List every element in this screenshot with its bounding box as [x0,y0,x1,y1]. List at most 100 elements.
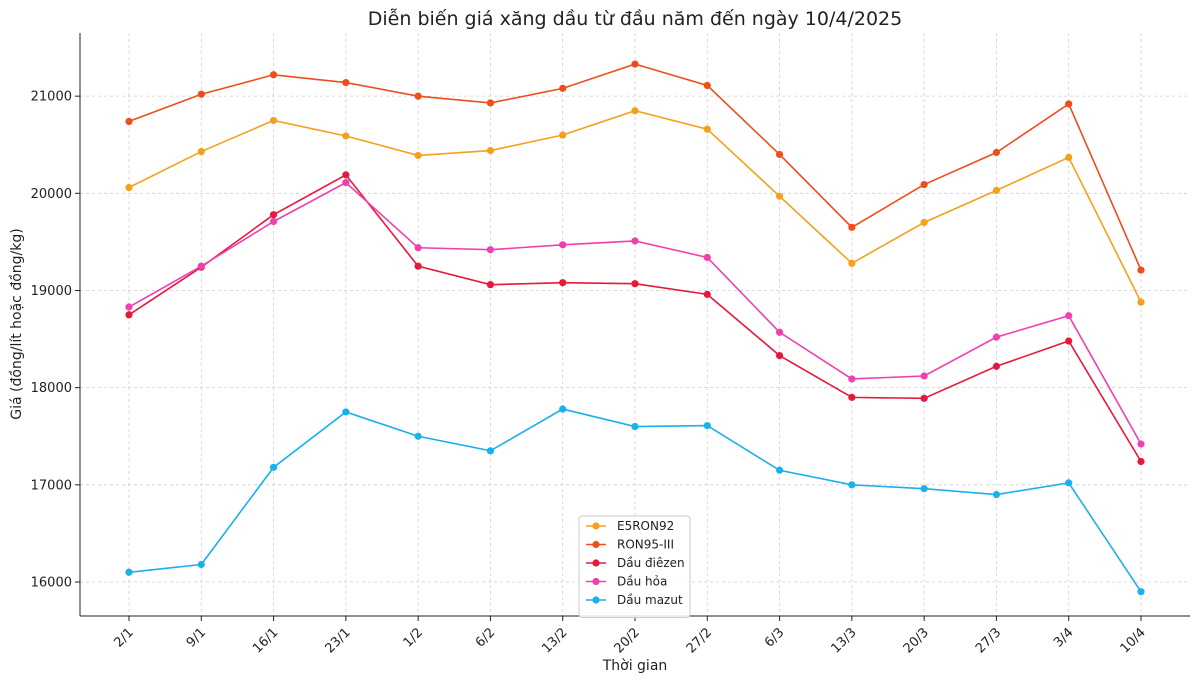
data-point [992,186,1001,195]
data-point [920,372,928,380]
x-tick-label: 6/2 [473,625,498,650]
x-tick-label: 20/3 [901,625,932,656]
data-point [269,463,278,471]
x-tick-label: 23/1 [322,625,353,656]
data-point [992,490,1001,499]
data-point [775,351,784,360]
data-point [342,78,350,87]
x-tick-label: 27/2 [684,625,715,656]
y-tick-label: 20000 [31,187,72,202]
data-point [1137,440,1145,448]
series-dau-hoa [125,179,1145,448]
legend-swatch-marker [592,540,600,549]
data-point [848,393,856,401]
data-point [848,375,856,383]
data-point [269,211,278,219]
data-point [703,253,711,262]
data-point [848,481,856,489]
data-point [414,432,422,440]
data-point [559,405,567,413]
data-point [1065,100,1073,108]
data-point [486,281,495,289]
x-tick-label: 16/1 [250,625,281,656]
data-point [1065,337,1073,345]
data-point [920,218,928,227]
data-point [414,92,422,100]
legend-label: Dầu mazut [617,593,683,607]
legend-label: E5RON92 [617,519,674,533]
data-point [342,179,350,187]
data-point [992,333,1001,341]
data-point [775,466,784,474]
x-tick-label: 13/3 [828,625,859,656]
data-point [631,422,639,431]
data-point [269,217,278,226]
data-point [486,146,495,155]
data-point [125,303,133,311]
data-point [775,328,784,336]
chart-title: Diễn biến giá xăng dầu từ đầu năm đến ng… [368,7,902,30]
series-ron95-iii [125,60,1145,274]
data-point [559,84,567,92]
data-point [703,81,711,90]
data-point [992,362,1001,370]
data-point [197,90,205,98]
data-point [848,259,856,267]
data-point [703,290,711,298]
x-tick-label: 20/2 [612,625,643,656]
data-point [269,71,278,79]
data-point [631,237,639,245]
data-point [342,171,350,179]
data-point [1065,312,1073,320]
data-point [703,125,711,133]
data-point [125,117,133,126]
data-point [486,246,495,254]
data-point [1065,479,1073,487]
y-tick-label: 19000 [31,284,72,299]
data-point [848,223,856,231]
data-point [1065,153,1073,161]
y-tick-label: 18000 [31,381,72,396]
legend-swatch-marker [592,596,600,604]
data-point [197,147,205,156]
data-point [1137,266,1145,274]
legend-swatch-marker [592,577,600,586]
data-point [920,485,928,493]
data-point [486,447,495,455]
series-layer [125,60,1145,596]
data-point [631,107,639,115]
data-point [559,279,567,287]
series-e5ron92 [125,107,1145,306]
x-tick-label: 1/2 [401,625,426,650]
data-point [1137,457,1145,466]
x-tick-label: 9/1 [184,625,209,650]
legend-swatch-marker [592,522,600,530]
data-point [1137,298,1145,306]
data-point [414,151,422,160]
data-point [559,241,567,249]
data-point [920,180,928,189]
data-point [342,408,350,416]
data-point [992,148,1001,157]
x-tick-label: 27/3 [973,625,1004,656]
x-tick-label: 13/2 [539,625,570,656]
legend: E5RON92 RON95-III Dầu điêzen Dầu hỏa Dầu maz… [578,515,691,618]
data-point [342,132,350,140]
data-point [125,311,133,319]
legend-box [578,515,691,618]
legend-label: Dầu hỏa [617,575,667,589]
y-axis-label: Giá (đồng/lít hoặc đồng/kg) [8,228,25,419]
y-tick-label: 16000 [31,575,72,590]
data-point [1137,588,1145,596]
y-tick-label: 21000 [31,90,72,105]
legend-label: Dầu điêzen [617,556,685,570]
data-point [775,150,784,159]
x-tick-label: 10/4 [1118,625,1149,656]
data-point [631,280,639,288]
x-axis-label: Thời gian [602,658,668,674]
data-point [414,262,422,270]
data-point [269,116,278,125]
data-point [414,244,422,252]
series-dau-mazut [125,405,1145,596]
legend-label: RON95-III [617,538,674,552]
